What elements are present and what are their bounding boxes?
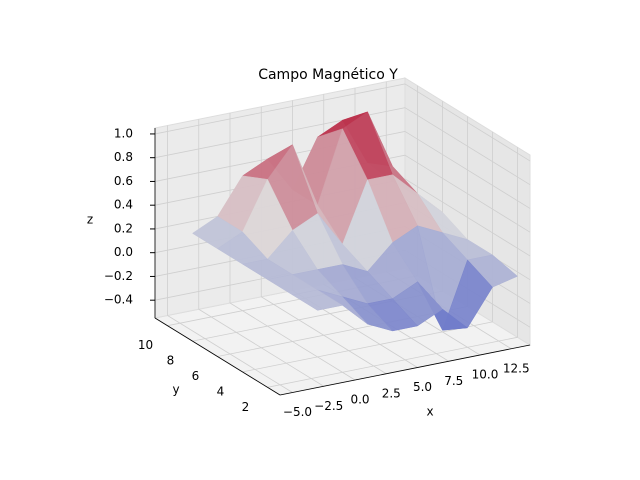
grid-line: [404, 131, 531, 209]
z-tick-label: 0.4: [114, 198, 133, 212]
x-tick-label: 7.5: [444, 374, 463, 388]
grid-line: [404, 178, 531, 257]
y-tick-label: 6: [192, 369, 200, 383]
y-tick-label: 4: [217, 384, 225, 398]
z-tick-label: 0.0: [114, 245, 133, 259]
grid-line: [404, 83, 531, 162]
x-tick-label: 10.0: [472, 368, 499, 382]
z-tick-label: 0.6: [114, 174, 133, 188]
y-tick-label: 2: [242, 400, 250, 414]
axis-line: [154, 317, 281, 396]
grid-line: [154, 83, 406, 135]
z-tick-label: 1.0: [114, 126, 133, 140]
y-tick-label: 10: [138, 338, 153, 352]
surface-patch: [291, 289, 344, 311]
x-tick-label: 12.5: [503, 361, 530, 375]
grid-line: [267, 336, 518, 388]
chart-title: Campo Magnético Y: [258, 67, 398, 83]
x-tick-label: 5.0: [413, 380, 432, 394]
x-tick-label: 2.5: [382, 386, 401, 400]
z-axis-label: z: [87, 213, 93, 227]
z-tick-label: 0.2: [114, 221, 133, 235]
x-tick-label: −5.0: [283, 405, 312, 419]
axis-line: [279, 344, 531, 396]
x-tick-label: −2.5: [314, 399, 343, 413]
y-axis-label: y: [172, 383, 179, 397]
x-axis-label: x: [426, 405, 433, 419]
x-tick-label: 0.0: [350, 393, 369, 407]
z-tick-label: −0.2: [104, 269, 133, 283]
grid-line: [404, 107, 531, 186]
grid-line: [242, 321, 493, 373]
grid-line: [404, 154, 531, 233]
z-tick-label: −0.4: [104, 293, 133, 307]
y-tick-label: 8: [167, 354, 175, 368]
z-tick-label: 0.8: [114, 150, 133, 164]
